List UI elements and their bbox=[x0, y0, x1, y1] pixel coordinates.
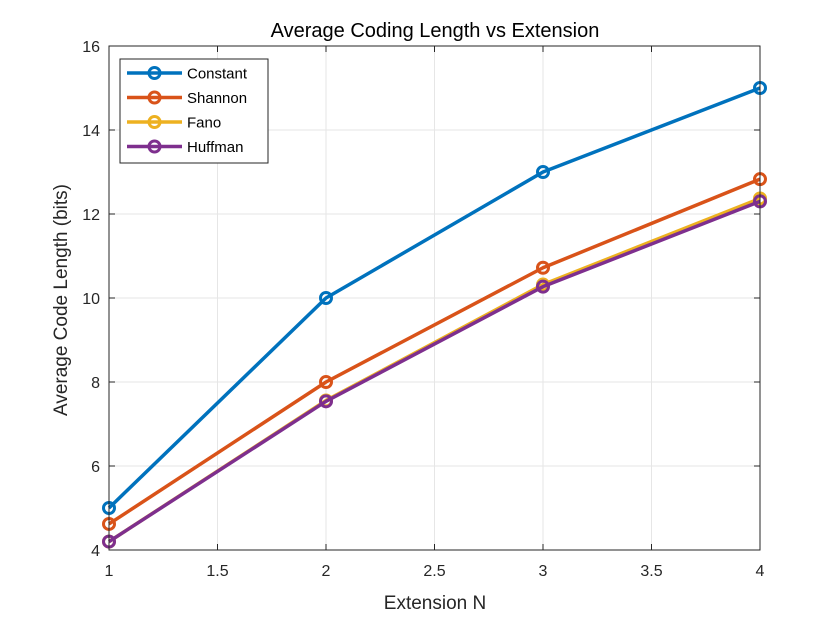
data-point bbox=[319, 375, 333, 389]
chart-title: Average Coding Length vs Extension bbox=[271, 20, 600, 42]
legend-label: Huffman bbox=[187, 139, 243, 156]
axis-ticks: 1 1.5 2 2.5 3 3.5 4 4 6 8 10 12 14 16 bbox=[82, 39, 764, 580]
y-axis-title: Average Code Length (bits) bbox=[51, 184, 72, 416]
legend-label: Fano bbox=[187, 115, 221, 132]
legend-marker bbox=[147, 139, 162, 154]
y-tick-label: 4 bbox=[91, 543, 100, 560]
legend-marker bbox=[147, 66, 162, 80]
legend-item: Huffman bbox=[127, 139, 243, 156]
series-line bbox=[108, 199, 761, 544]
x-tick-label: 2 bbox=[322, 563, 331, 580]
x-tick-label: 2.5 bbox=[423, 563, 445, 580]
series-group bbox=[102, 81, 767, 549]
series-line bbox=[108, 177, 761, 526]
y-tick-label: 12 bbox=[82, 207, 100, 224]
legend-label: Constant bbox=[187, 66, 248, 83]
legend-item: Constant bbox=[127, 66, 248, 83]
y-tick-label: 14 bbox=[82, 123, 100, 140]
legend-item: Shannon bbox=[127, 90, 247, 107]
legend-marker bbox=[147, 115, 162, 129]
y-tick-label: 16 bbox=[82, 39, 100, 56]
x-tick-label: 4 bbox=[756, 563, 765, 580]
series-line bbox=[107, 86, 761, 510]
x-tick-label: 3 bbox=[539, 563, 548, 580]
data-point bbox=[319, 291, 333, 305]
data-point bbox=[536, 260, 550, 275]
y-tick-label: 8 bbox=[91, 375, 100, 392]
data-point bbox=[319, 394, 333, 409]
legend: Constant Shannon Fano Huffman bbox=[119, 58, 269, 164]
legend-item: Fano bbox=[127, 115, 221, 132]
x-axis-title: Extension N bbox=[384, 593, 486, 614]
x-tick-label: 3.5 bbox=[640, 563, 662, 580]
x-tick-label: 1.5 bbox=[206, 563, 228, 580]
legend-label: Shannon bbox=[187, 90, 247, 107]
data-point bbox=[536, 279, 550, 294]
x-tick-label: 1 bbox=[105, 563, 114, 580]
y-tick-label: 6 bbox=[91, 459, 100, 476]
y-tick-label: 10 bbox=[82, 291, 100, 308]
data-point bbox=[536, 165, 550, 179]
legend-marker bbox=[147, 90, 162, 105]
